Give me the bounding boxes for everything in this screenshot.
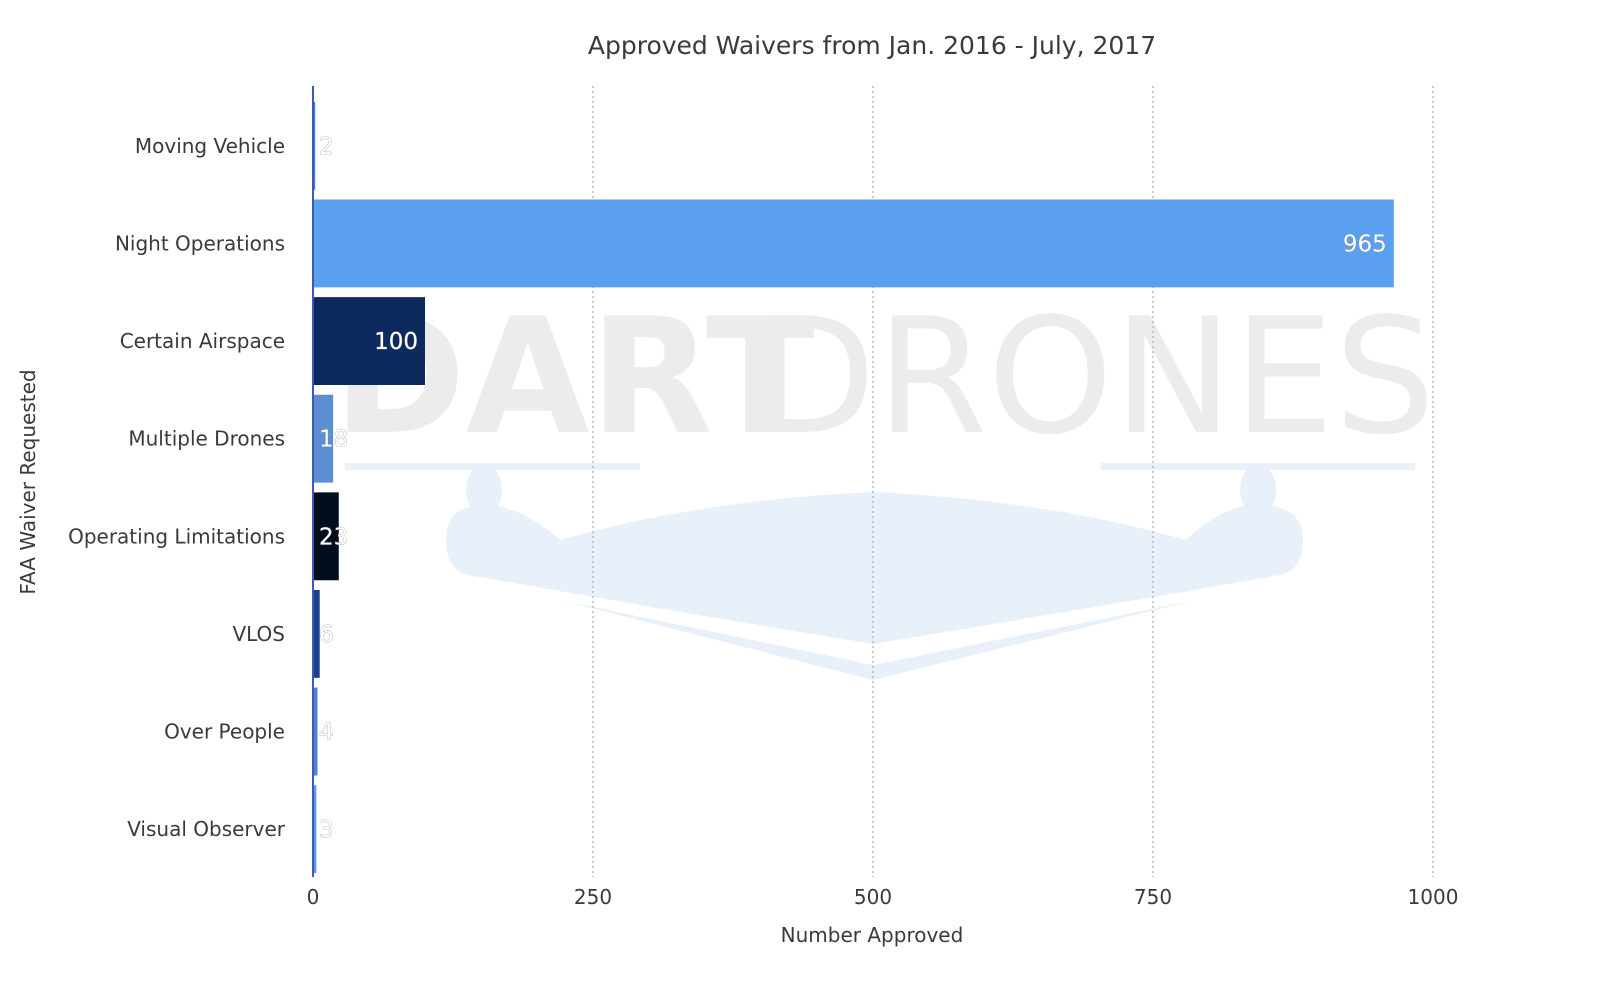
category-label: Multiple Drones — [128, 427, 285, 451]
bar — [313, 394, 334, 483]
watermark-light-text: DRONES — [753, 283, 1436, 470]
x-axis-title: Number Approved — [781, 923, 964, 947]
drone-silhouette-icon — [345, 463, 1415, 680]
category-labels: Moving Vehicle Night Operations Certain Ai… — [68, 134, 286, 841]
data-label: 4 — [319, 720, 334, 746]
bar — [313, 101, 316, 190]
watermark-logo: DART DRONES — [333, 283, 1436, 680]
bars — [313, 101, 1394, 874]
category-label: Over People — [164, 720, 285, 744]
data-label: 3 — [319, 817, 334, 843]
bar — [313, 297, 425, 385]
bar — [313, 590, 320, 678]
chart-title: Approved Waivers from Jan. 2016 - July, … — [588, 31, 1156, 60]
category-label: VLOS — [232, 622, 285, 646]
x-tick-label: 750 — [1134, 885, 1172, 909]
bar — [313, 687, 318, 776]
bar — [313, 199, 1394, 288]
x-tick-label: 250 — [574, 885, 612, 909]
category-label: Night Operations — [115, 231, 285, 255]
data-label: 2 — [319, 134, 334, 160]
x-tick-label: 1000 — [1408, 885, 1459, 909]
category-label: Visual Observer — [127, 817, 286, 841]
x-tick-label: 0 — [307, 885, 320, 909]
bar — [313, 492, 339, 581]
data-label: 18 — [319, 427, 348, 453]
category-label: Operating Limitations — [68, 524, 285, 548]
data-label: 23 — [319, 524, 348, 550]
x-tick-labels: 0 250 500 750 1000 — [307, 885, 1459, 909]
bar — [313, 785, 317, 874]
data-label: 6 — [319, 622, 334, 648]
data-label: 100 — [374, 329, 418, 355]
category-label: Certain Airspace — [120, 329, 285, 353]
category-label: Moving Vehicle — [135, 134, 285, 158]
y-axis-title: FAA Waiver Requested — [16, 369, 40, 594]
data-label: 965 — [1343, 231, 1387, 257]
x-tick-label: 500 — [854, 885, 892, 909]
data-labels: 2 965 100 18 23 6 4 3 — [319, 134, 1387, 844]
